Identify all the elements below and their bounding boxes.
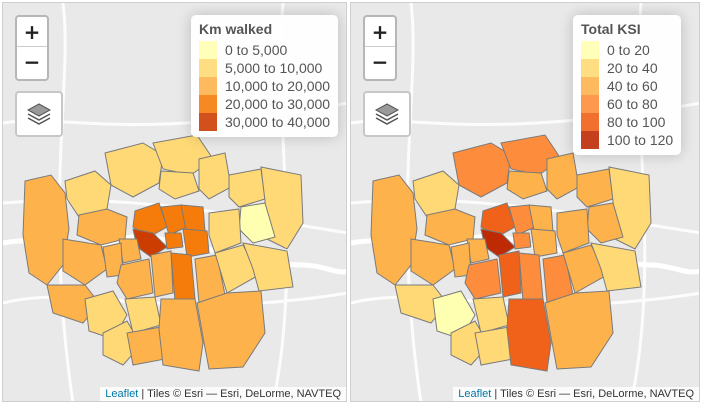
- borough-barnet: [104, 142, 164, 198]
- zoom-control: + −: [363, 15, 397, 81]
- attribution-text: | Tiles © Esri — Esri, DeLorme, NAVTEQ: [491, 388, 694, 400]
- borough-tower-hamlets: [182, 228, 210, 258]
- borough-camden: [132, 202, 168, 238]
- borough-hillingdon: [370, 174, 418, 286]
- legend-item: 20 to 40: [581, 59, 673, 77]
- leaflet-link[interactable]: Leaflet: [105, 388, 139, 400]
- borough-hillingdon: [22, 174, 70, 286]
- legend-label: 5,000 to 10,000: [225, 60, 323, 76]
- choropleth-map-km-walked[interactable]: [3, 3, 347, 402]
- borough-barnet: [452, 142, 512, 198]
- borough-croydon: [506, 298, 552, 372]
- legend-item: 100 to 120: [581, 131, 673, 149]
- legend-swatch: [199, 77, 217, 95]
- borough-redbridge: [228, 168, 266, 208]
- legend-swatch: [581, 113, 599, 131]
- zoom-control: + −: [15, 15, 49, 81]
- legend-swatch: [199, 113, 217, 131]
- legend-item: 60 to 80: [581, 95, 673, 113]
- legend-title: Km walked: [199, 21, 273, 37]
- legend-swatch: [581, 131, 599, 149]
- borough-waltham-forest: [198, 152, 232, 200]
- legend-label: 20,000 to 30,000: [225, 96, 331, 112]
- borough-polygons[interactable]: [22, 134, 304, 372]
- borough-redbridge: [576, 168, 614, 208]
- borough-newham: [208, 208, 242, 254]
- legend-label: 10,000 to 20,000: [225, 78, 331, 94]
- legend-swatch: [581, 59, 599, 77]
- map-panel-km-walked[interactable]: + − Km walked 0 to 5,000 5,000 to 10,000…: [2, 2, 347, 402]
- borough-lambeth: [498, 250, 522, 298]
- map-panel-total-ksi[interactable]: + − Total KSI 0 to 20 20 to 40 40 to 60 …: [350, 2, 700, 402]
- legend-label: 80 to 100: [607, 114, 666, 130]
- borough-ealing: [410, 238, 456, 286]
- choropleth-map-total-ksi[interactable]: [351, 3, 700, 402]
- borough-city: [512, 232, 532, 250]
- borough-waltham-forest: [546, 152, 580, 200]
- borough-bromley: [544, 290, 614, 370]
- borough-croydon: [158, 298, 204, 372]
- map-attribution: Leaflet | Tiles © Esri — Esri, DeLorme, …: [453, 387, 699, 401]
- borough-wandsworth: [116, 258, 154, 300]
- legend-swatch: [199, 59, 217, 77]
- zoom-in-button[interactable]: +: [365, 17, 395, 47]
- borough-camden: [480, 202, 516, 238]
- borough-lambeth: [150, 250, 174, 298]
- legend-swatch: [581, 95, 599, 113]
- borough-haringey: [506, 170, 548, 200]
- borough-bromley: [196, 290, 266, 370]
- borough-bexley: [590, 242, 642, 292]
- map-attribution: Leaflet | Tiles © Esri — Esri, DeLorme, …: [100, 387, 346, 401]
- leaflet-link[interactable]: Leaflet: [458, 388, 492, 400]
- legend-item: 0 to 5,000: [199, 41, 330, 59]
- legend-label: 30,000 to 40,000: [225, 114, 331, 130]
- borough-haringey: [158, 170, 200, 200]
- borough-ealing: [62, 238, 108, 286]
- borough-southwark: [170, 252, 196, 302]
- borough-city: [164, 232, 184, 250]
- legend-label: 100 to 120: [607, 132, 674, 148]
- borough-bexley: [242, 242, 294, 292]
- legend-total-ksi: Total KSI 0 to 20 20 to 40 40 to 60 60 t…: [573, 15, 682, 155]
- borough-wandsworth: [464, 258, 502, 300]
- attribution-text: | Tiles © Esri — Esri, DeLorme, NAVTEQ: [138, 388, 341, 400]
- borough-southwark: [518, 252, 544, 302]
- layers-icon: [374, 103, 400, 125]
- zoom-in-button[interactable]: +: [17, 17, 47, 47]
- borough-tower-hamlets: [530, 228, 558, 258]
- layers-control-button[interactable]: [363, 91, 411, 137]
- legend-item: 5,000 to 10,000: [199, 59, 330, 77]
- borough-newham: [556, 208, 590, 254]
- legend-swatch: [199, 41, 217, 59]
- layers-icon: [26, 103, 52, 125]
- legend-label: 0 to 20: [607, 42, 650, 58]
- layers-control-button[interactable]: [15, 91, 63, 137]
- legend-item: 20,000 to 30,000: [199, 95, 330, 113]
- legend-swatch: [199, 95, 217, 113]
- legend-item: 10,000 to 20,000: [199, 77, 330, 95]
- zoom-out-button[interactable]: −: [23, 50, 41, 74]
- zoom-out-button[interactable]: −: [371, 50, 389, 74]
- borough-polygons[interactable]: [370, 134, 652, 372]
- legend-km-walked: Km walked 0 to 5,000 5,000 to 10,000 10,…: [191, 15, 339, 137]
- legend-label: 60 to 80: [607, 96, 658, 112]
- legend-label: 0 to 5,000: [225, 42, 288, 58]
- legend-item: 40 to 60: [581, 77, 673, 95]
- legend-item: 30,000 to 40,000: [199, 113, 330, 131]
- legend-item: 0 to 20: [581, 41, 673, 59]
- legend-label: 20 to 40: [607, 60, 658, 76]
- legend-item: 80 to 100: [581, 113, 673, 131]
- legend-label: 40 to 60: [607, 78, 658, 94]
- legend-swatch: [581, 77, 599, 95]
- legend-swatch: [581, 41, 599, 59]
- legend-title: Total KSI: [581, 21, 641, 37]
